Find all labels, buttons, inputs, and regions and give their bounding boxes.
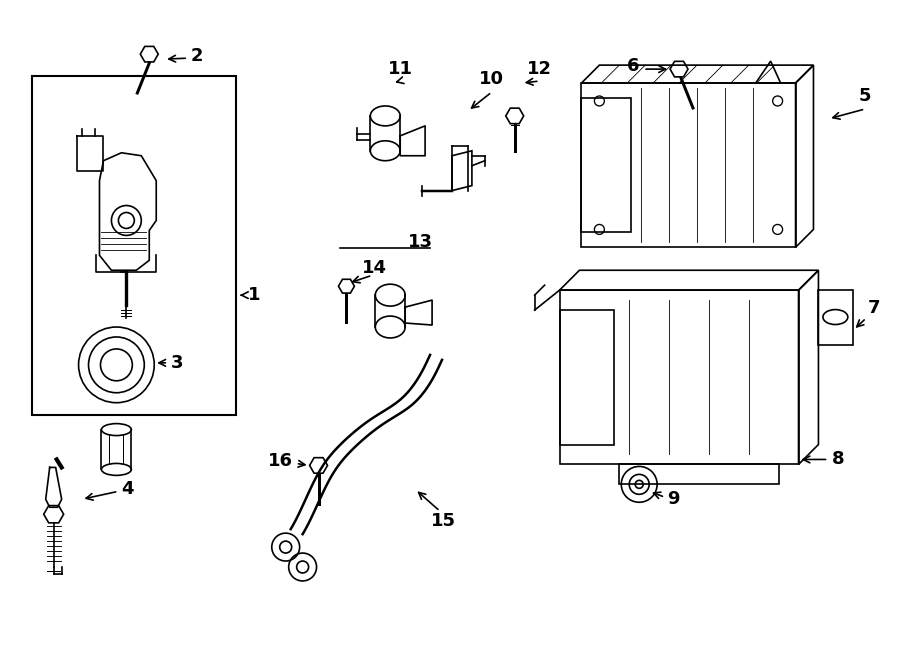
Bar xyxy=(560,310,615,444)
Text: 15: 15 xyxy=(430,512,455,530)
Text: 11: 11 xyxy=(388,60,413,78)
Text: 6: 6 xyxy=(626,57,639,75)
Text: 12: 12 xyxy=(527,60,552,78)
Bar xyxy=(32,76,236,414)
Text: 10: 10 xyxy=(480,70,504,88)
Text: 16: 16 xyxy=(267,452,293,471)
Text: 14: 14 xyxy=(362,259,387,277)
Text: 9: 9 xyxy=(667,490,680,508)
Text: 5: 5 xyxy=(859,87,871,105)
Bar xyxy=(818,290,853,345)
Bar xyxy=(581,98,631,233)
Text: 2: 2 xyxy=(191,47,203,65)
Text: 7: 7 xyxy=(868,299,881,317)
Bar xyxy=(560,290,798,465)
Bar xyxy=(581,83,796,247)
Text: 8: 8 xyxy=(832,450,844,469)
Text: 13: 13 xyxy=(408,233,433,251)
Text: 3: 3 xyxy=(171,354,184,372)
Text: 1: 1 xyxy=(248,286,260,304)
Text: 4: 4 xyxy=(122,481,134,498)
